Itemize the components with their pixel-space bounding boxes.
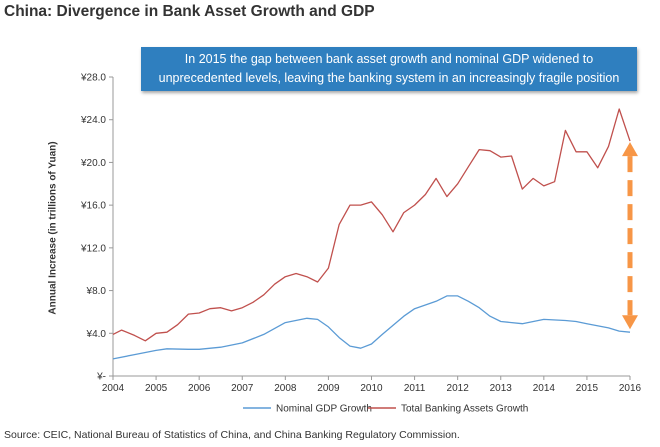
legend-label-nominal-gdp: Nominal GDP Growth <box>276 404 372 415</box>
legend-label-banking-assets: Total Banking Assets Growth <box>401 404 528 415</box>
x-tick-label: 2010 <box>360 383 383 394</box>
chart-series <box>112 108 631 360</box>
chart-legend: Nominal GDP Growth Total Banking Assets G… <box>243 404 528 415</box>
source-note: Source: CEIC, National Bureau of Statist… <box>4 429 460 441</box>
x-tick-label: 2013 <box>490 383 513 394</box>
callout-line-1: In 2015 the gap between bank asset growt… <box>184 52 594 66</box>
x-tick-label: 2011 <box>404 383 426 394</box>
chart-axes <box>112 77 630 377</box>
y-tick-label: ¥12.0 <box>80 243 106 254</box>
series-line-banking-assets <box>112 108 631 342</box>
y-tick-label: ¥16.0 <box>80 201 106 212</box>
x-tick-label: 2009 <box>317 383 340 394</box>
x-tick-label: 2007 <box>231 383 254 394</box>
y-tick-label: ¥8.0 <box>86 286 107 297</box>
y-tick-label: ¥4.0 <box>86 329 107 340</box>
x-axis-ticks: 2004 2005 2006 2007 2008 2009 2010 2011 2012 2013… <box>102 376 642 394</box>
x-tick-label: 2014 <box>533 383 556 394</box>
callout-box: In 2015 the gap between bank asset growt… <box>141 47 637 91</box>
x-tick-label: 2008 <box>274 383 297 394</box>
x-tick-label: 2015 <box>576 383 599 394</box>
x-tick-label: 2016 <box>619 383 642 394</box>
x-tick-label: 2012 <box>447 383 470 394</box>
y-axis-label: Annual Increase (in trillions of Yuan) <box>47 141 59 315</box>
gap-arrow-head-down <box>622 315 638 330</box>
gap-arrow <box>622 142 638 330</box>
y-tick-label: ¥20.0 <box>80 158 106 169</box>
gap-arrow-head-up <box>622 142 638 157</box>
y-tick-label: ¥28.0 <box>80 73 106 84</box>
series-line-nominal-gdp <box>112 295 631 360</box>
y-tick-label: ¥24.0 <box>80 115 106 126</box>
page-title: China: Divergence in Bank Asset Growth a… <box>4 3 375 20</box>
callout-line-2: unprecedented levels, leaving the bankin… <box>158 71 620 85</box>
x-tick-label: 2005 <box>145 383 168 394</box>
y-tick-label: ¥- <box>96 372 106 383</box>
x-tick-label: 2006 <box>188 383 211 394</box>
y-axis-ticks: ¥- ¥4.0 ¥8.0 ¥12.0 ¥16.0 ¥20.0 ¥24.0 ¥28.0 <box>80 73 113 383</box>
x-tick-label: 2004 <box>102 383 125 394</box>
